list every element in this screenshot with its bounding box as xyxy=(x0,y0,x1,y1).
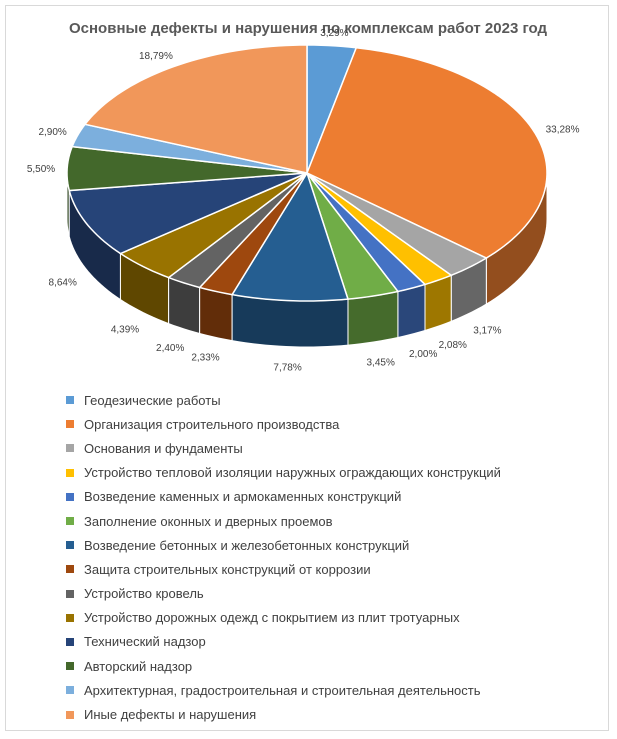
pie-slice-1 xyxy=(306,46,548,259)
data-label-11: 5,50% xyxy=(27,164,55,175)
legend-item: Иные дефекты и нарушения xyxy=(66,702,606,726)
pie-side-4 xyxy=(397,283,426,339)
legend-label: Возведение каменных и армокаменных конст… xyxy=(84,489,402,505)
pie-slice-9 xyxy=(118,172,308,279)
data-label-12: 2,90% xyxy=(38,127,66,138)
legend-label: Устройство дорожных одежд с покрытием из… xyxy=(84,610,460,626)
legend-swatch xyxy=(66,637,74,646)
data-label-4: 2,00% xyxy=(409,349,437,360)
legend: Геодезические работы Организация строител… xyxy=(66,388,606,727)
pie-slice-7 xyxy=(198,172,308,296)
legend-label: Организация строительного производства xyxy=(84,416,340,432)
legend-item: Заполнение оконных и дверных проемов xyxy=(66,509,606,533)
data-label-3: 2,08% xyxy=(439,340,467,351)
legend-swatch xyxy=(66,492,74,501)
legend-swatch xyxy=(66,613,74,622)
legend-item: Устройство дорожных одежд с покрытием из… xyxy=(66,606,606,630)
chart-title: Основные дефекты и нарушения по комплекс… xyxy=(68,20,548,37)
pie-side-7 xyxy=(199,286,233,342)
legend-label: Заполнение оконных и дверных проемов xyxy=(84,513,333,529)
pie-slice-11 xyxy=(66,145,308,192)
legend-label: Устройство тепловой изоляции наружных ог… xyxy=(84,465,501,481)
pie-chart: 3,29% 33,28% 3,17% 2,08%2,00% 3,45% 7,78% 2,33… xyxy=(27,28,580,374)
legend-label: Иные дефекты и нарушения xyxy=(84,707,257,723)
legend-swatch xyxy=(66,396,74,405)
legend-swatch xyxy=(66,710,74,719)
legend-label: Устройство кровель xyxy=(84,586,204,602)
legend-label: Технический надзор xyxy=(84,634,206,650)
pie-side-5 xyxy=(347,290,399,346)
pie-slice-6 xyxy=(230,171,349,302)
pie-slice-13 xyxy=(83,44,308,174)
legend-swatch xyxy=(66,662,74,671)
legend-item: Устройство кровель xyxy=(66,582,606,606)
data-label-6: 7,78% xyxy=(273,363,301,374)
legend-item: Архитектурная, градостроительная и строи… xyxy=(66,678,606,702)
legend-item: Технический надзор xyxy=(66,630,606,654)
legend-label: Авторский надзор xyxy=(84,658,193,674)
pie-side-6 xyxy=(231,294,349,348)
pie-slice-5 xyxy=(306,172,400,300)
data-label-0: 3,29% xyxy=(320,28,348,39)
legend-label: Возведение бетонных и железобетонных кон… xyxy=(84,537,410,553)
data-label-7: 2,33% xyxy=(191,352,219,363)
chart-frame: Основные дефекты и нарушения по комплекс… xyxy=(5,5,609,731)
legend-swatch xyxy=(66,686,74,695)
pie-slice-2 xyxy=(306,172,488,277)
legend-label: Основания и фундаменты xyxy=(84,440,243,456)
pie-top-faces xyxy=(66,44,548,302)
legend-item: Организация строительного производства xyxy=(66,412,606,436)
legend-swatch xyxy=(66,444,74,453)
legend-item: Устройство тепловой изоляции наружных ог… xyxy=(66,461,606,485)
legend-item: Авторский надзор xyxy=(66,654,606,678)
legend-swatch xyxy=(66,565,74,574)
pie-slice-3 xyxy=(306,172,453,286)
legend-label: Защита строительных конструкций от корро… xyxy=(84,561,371,577)
legend-item: Возведение каменных и армокаменных конст… xyxy=(66,485,606,509)
legend-item: Геодезические работы xyxy=(66,388,606,412)
legend-swatch xyxy=(66,541,74,550)
pie-slice-8 xyxy=(167,172,308,289)
pie-slice-10 xyxy=(68,172,308,255)
legend-label: Геодезические работы xyxy=(84,392,221,408)
legend-swatch xyxy=(66,420,74,429)
legend-swatch xyxy=(66,589,74,598)
data-label-8: 2,40% xyxy=(156,343,184,354)
data-label-13: 18,79% xyxy=(139,51,173,62)
legend-swatch xyxy=(66,517,74,526)
data-labels: 3,29% 33,28% 3,17% 2,08%2,00% 3,45% 7,78% 2,33… xyxy=(27,28,580,374)
legend-label: Архитектурная, градостроительная и строи… xyxy=(84,682,481,698)
data-label-1: 33,28% xyxy=(546,125,580,136)
data-label-2: 3,17% xyxy=(473,326,501,337)
data-label-10: 8,64% xyxy=(49,278,77,289)
legend-item: Возведение бетонных и железобетонных кон… xyxy=(66,533,606,557)
pie-slice-4 xyxy=(306,172,427,293)
legend-item: Защита строительных конструкций от корро… xyxy=(66,557,606,581)
legend-swatch xyxy=(66,468,74,477)
legend-item: Основания и фундаменты xyxy=(66,436,606,460)
data-label-9: 4,39% xyxy=(111,325,139,336)
data-label-5: 3,45% xyxy=(367,358,395,369)
